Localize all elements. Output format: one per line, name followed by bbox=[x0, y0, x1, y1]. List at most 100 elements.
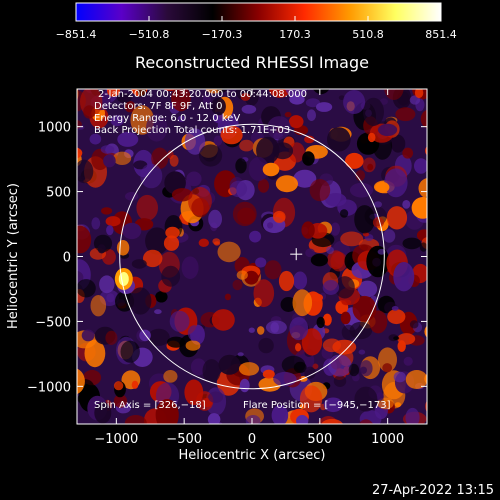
image-pixel bbox=[426, 150, 427, 152]
image-pixel bbox=[330, 222, 341, 236]
image-pixel bbox=[105, 330, 118, 345]
image-pixel bbox=[357, 280, 378, 298]
image-pixel bbox=[105, 216, 121, 227]
image-pixel bbox=[393, 371, 406, 383]
image-pixel bbox=[345, 152, 364, 169]
image-pixel bbox=[208, 391, 224, 403]
image-pixel bbox=[384, 168, 408, 198]
image-pixel bbox=[424, 373, 427, 384]
image-pixel bbox=[145, 227, 169, 255]
image-pixel bbox=[117, 93, 132, 103]
image-pixel bbox=[402, 147, 414, 159]
image-pixel bbox=[305, 248, 315, 258]
image-pixel bbox=[363, 97, 384, 127]
image-pixel bbox=[431, 87, 439, 97]
image-pixel bbox=[77, 225, 92, 254]
image-pixel bbox=[391, 306, 399, 311]
image-pixel bbox=[256, 136, 280, 164]
image-pixel bbox=[113, 381, 124, 391]
y-axis: −1000 −500 0 500 1000 bbox=[27, 121, 427, 395]
image-pixel bbox=[217, 241, 241, 263]
image-pixel bbox=[269, 73, 283, 86]
colorbar-tick-label: −851.4 bbox=[56, 28, 97, 41]
image-pixel bbox=[307, 109, 316, 121]
image-pixel bbox=[220, 125, 243, 145]
y-tick-label: 500 bbox=[46, 186, 71, 201]
image-pixel bbox=[257, 326, 265, 335]
image-pixel bbox=[293, 271, 308, 290]
image-pixel bbox=[249, 230, 262, 243]
colorbar-frame bbox=[75, 2, 442, 22]
image-pixel bbox=[258, 337, 274, 354]
image-pixel bbox=[131, 380, 139, 389]
image-pixel bbox=[187, 325, 201, 341]
y-tick-label: 1000 bbox=[38, 121, 71, 136]
image-pixel bbox=[304, 135, 315, 144]
image-pixel bbox=[224, 293, 231, 301]
image-pixel bbox=[190, 358, 207, 376]
image-pixels bbox=[77, 73, 439, 424]
image-pixel bbox=[343, 90, 366, 114]
image-pixel bbox=[354, 205, 375, 234]
image-pixel bbox=[292, 289, 313, 317]
image-pixel bbox=[332, 339, 357, 355]
image-pixel bbox=[386, 206, 408, 230]
image-pixel bbox=[245, 415, 261, 424]
image-pixel bbox=[77, 368, 85, 395]
image-pixel bbox=[113, 151, 132, 165]
image-pixel bbox=[431, 267, 439, 275]
image-pixel bbox=[327, 250, 345, 270]
image-pixel bbox=[77, 154, 79, 160]
chart-title: Reconstructed RHESSI Image bbox=[135, 53, 369, 72]
image-pixel bbox=[299, 385, 323, 413]
image-pixel bbox=[409, 95, 421, 105]
image-pixel bbox=[312, 363, 319, 370]
image-pixel bbox=[349, 182, 374, 198]
image-pixel bbox=[117, 131, 139, 147]
image-pixel bbox=[167, 336, 186, 348]
image-pixel bbox=[424, 325, 427, 338]
image-pixel bbox=[218, 354, 241, 375]
y-tick-label: −500 bbox=[35, 315, 71, 330]
colorbar-bar bbox=[76, 3, 441, 21]
image-pixel bbox=[289, 317, 309, 341]
image-pixel bbox=[340, 311, 351, 325]
image-pixel bbox=[106, 225, 114, 236]
image-pixel bbox=[202, 359, 221, 383]
image-pixel bbox=[372, 257, 381, 267]
image-pixel bbox=[293, 169, 317, 188]
image-pixel bbox=[377, 397, 394, 410]
image-pixel bbox=[185, 340, 201, 351]
annotation-flare-position: Flare Position = [−945,−173] bbox=[243, 400, 391, 411]
image-pixel bbox=[405, 370, 427, 389]
image-pixel bbox=[395, 107, 416, 122]
image-pixel bbox=[278, 270, 295, 292]
image-pixel bbox=[414, 158, 427, 174]
image-pixel bbox=[367, 132, 376, 143]
image-pixel bbox=[248, 156, 269, 182]
image-pixel bbox=[281, 355, 306, 374]
flare-source-core bbox=[118, 271, 129, 286]
image-pixel bbox=[89, 133, 102, 145]
image-pixel bbox=[145, 81, 152, 89]
image-pixel bbox=[340, 231, 364, 247]
footer-timestamp: 27-Apr-2022 13:15 bbox=[372, 483, 494, 498]
image-pixel bbox=[188, 186, 212, 216]
colorbar-tick-label: 170.3 bbox=[279, 28, 311, 41]
image-pixel bbox=[154, 309, 162, 315]
spin-axis-crosshair bbox=[290, 248, 303, 261]
image-pixel bbox=[323, 397, 343, 413]
image-pixel bbox=[348, 363, 360, 377]
image-pixel bbox=[244, 270, 259, 285]
colorbar-ticks: −851.4 −510.8 −170.3 170.3 510.8 851.4 bbox=[56, 16, 457, 41]
image-pixel bbox=[358, 419, 374, 424]
annotation-spin-axis: Spin Axis = [326,−18] bbox=[94, 400, 206, 411]
image-pixel bbox=[419, 242, 427, 252]
image-pixel bbox=[325, 193, 347, 207]
image-pixel bbox=[377, 248, 386, 255]
image-pixel bbox=[240, 92, 251, 101]
image-pixel bbox=[248, 327, 255, 333]
solar-limb-circle bbox=[119, 123, 385, 390]
image-pixel bbox=[77, 279, 96, 298]
